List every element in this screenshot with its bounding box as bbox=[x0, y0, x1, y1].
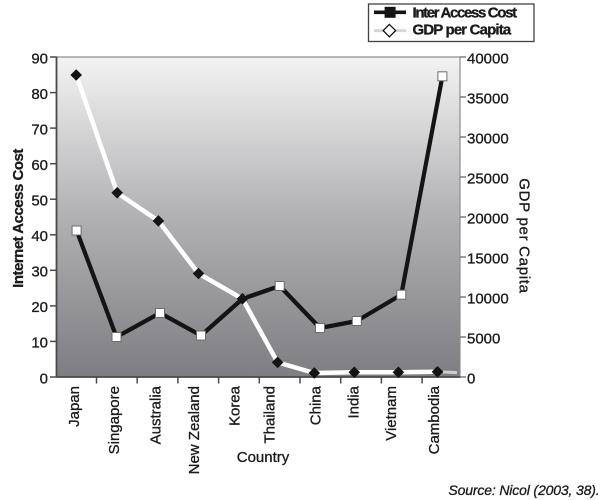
svg-text:80: 80 bbox=[31, 86, 48, 103]
svg-text:25000: 25000 bbox=[467, 170, 509, 187]
svg-text:Internet Access Cost: Internet Access Cost bbox=[10, 149, 27, 288]
svg-text:Country: Country bbox=[237, 449, 290, 466]
svg-text:New Zealand: New Zealand bbox=[186, 386, 203, 474]
svg-text:60: 60 bbox=[31, 157, 48, 174]
svg-text:10000: 10000 bbox=[467, 290, 509, 307]
svg-text:20000: 20000 bbox=[467, 210, 509, 227]
svg-text:10: 10 bbox=[31, 335, 48, 352]
svg-text:Vietnam: Vietnam bbox=[383, 386, 400, 441]
svg-text:Inter Access Cost: Inter Access Cost bbox=[413, 5, 518, 22]
svg-text:India: India bbox=[345, 385, 362, 418]
svg-text:Source: Nicol (2003, 38).: Source: Nicol (2003, 38). bbox=[448, 482, 599, 498]
svg-text:China: China bbox=[307, 385, 324, 425]
svg-text:Korea: Korea bbox=[226, 385, 243, 426]
svg-text:90: 90 bbox=[31, 50, 48, 67]
svg-text:5000: 5000 bbox=[467, 330, 500, 347]
svg-text:40000: 40000 bbox=[467, 50, 509, 67]
svg-text:35000: 35000 bbox=[467, 90, 509, 107]
svg-text:70: 70 bbox=[31, 121, 48, 138]
svg-text:0: 0 bbox=[467, 370, 475, 387]
svg-text:50: 50 bbox=[31, 193, 48, 210]
svg-text:20: 20 bbox=[31, 299, 48, 316]
svg-text:Australia: Australia bbox=[148, 385, 165, 444]
svg-text:30000: 30000 bbox=[467, 130, 509, 147]
svg-text:Singapore: Singapore bbox=[106, 386, 123, 454]
svg-text:Japan: Japan bbox=[66, 386, 83, 427]
svg-text:40: 40 bbox=[31, 228, 48, 245]
svg-text:GDP per Capita: GDP per Capita bbox=[413, 22, 512, 39]
svg-text:30: 30 bbox=[31, 264, 48, 281]
svg-text:Thailand: Thailand bbox=[262, 386, 279, 444]
svg-text:Cambodia: Cambodia bbox=[426, 385, 443, 454]
svg-text:GDP per Capita: GDP per Capita bbox=[516, 178, 533, 293]
svg-text:15000: 15000 bbox=[467, 250, 509, 267]
svg-text:0: 0 bbox=[40, 370, 48, 387]
